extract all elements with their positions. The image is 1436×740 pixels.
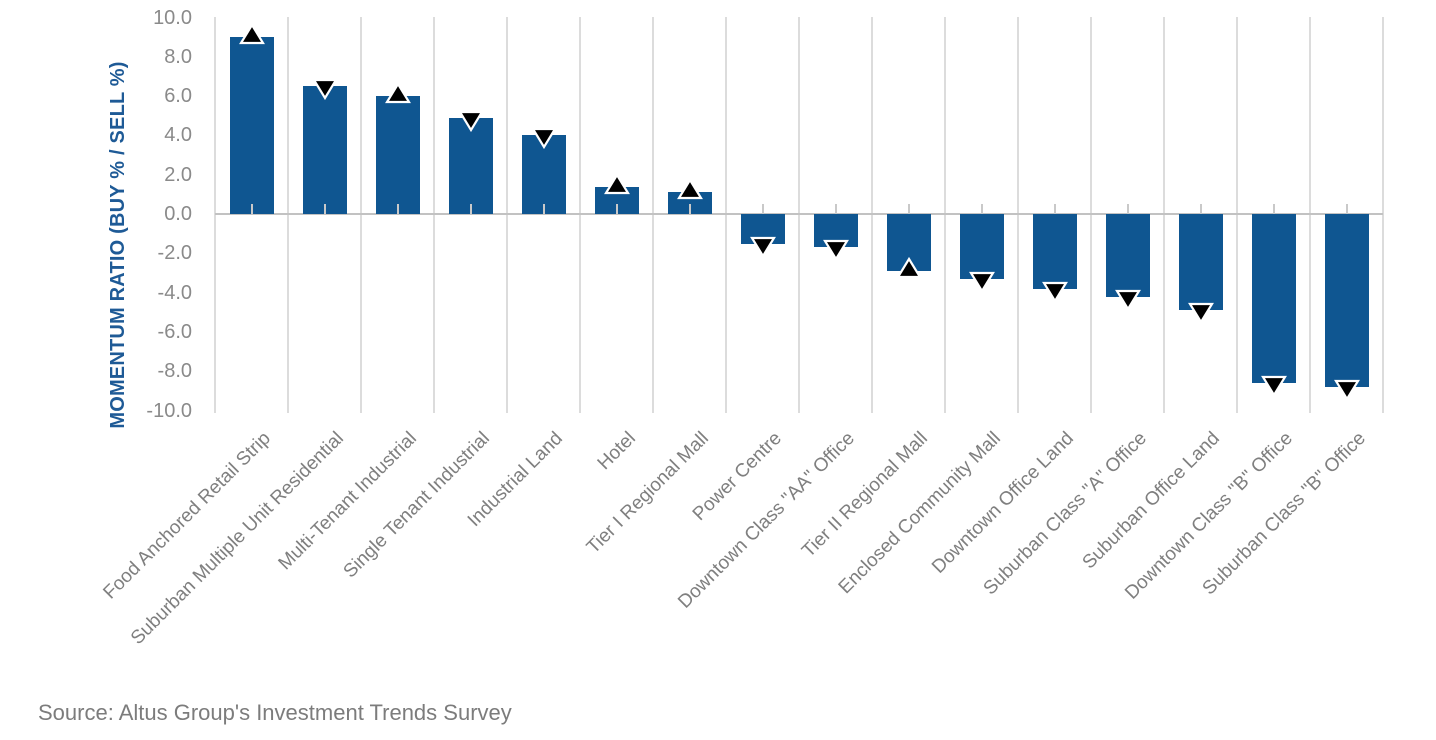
vertical-gridline xyxy=(287,17,289,413)
triangle-down-icon xyxy=(749,236,776,263)
vertical-gridline xyxy=(1090,17,1092,413)
vertical-gridline xyxy=(579,17,581,413)
zero-axis-line xyxy=(215,213,1383,215)
y-axis-tick-label: -10.0 xyxy=(146,399,192,422)
triangle-up-icon xyxy=(676,178,703,205)
triangle-down-icon xyxy=(311,78,338,105)
vertical-gridline xyxy=(652,17,654,413)
category-axis-tick xyxy=(980,204,983,214)
triangle-down-icon xyxy=(968,271,995,298)
vertical-gridline xyxy=(1017,17,1019,413)
triangle-up-icon xyxy=(238,23,265,50)
vertical-gridline xyxy=(360,17,362,413)
category-axis-tick xyxy=(1126,204,1129,214)
category-axis-tick xyxy=(1272,204,1275,214)
category-axis-tick xyxy=(615,204,618,214)
vertical-gridline xyxy=(1382,17,1384,413)
vertical-gridline xyxy=(506,17,508,413)
bar xyxy=(1105,214,1150,297)
category-axis-tick xyxy=(469,204,472,214)
category-axis-tick xyxy=(834,204,837,214)
vertical-gridline xyxy=(871,17,873,413)
bar xyxy=(1032,214,1077,289)
triangle-down-icon xyxy=(1187,302,1214,329)
triangle-down-icon xyxy=(1333,379,1360,406)
triangle-up-icon xyxy=(603,172,630,200)
bar xyxy=(1178,214,1223,311)
category-axis-tick xyxy=(688,204,691,214)
bar xyxy=(448,117,493,214)
category-axis-tick xyxy=(1053,204,1056,214)
bar xyxy=(959,214,1004,279)
triangle-up-icon xyxy=(384,81,411,109)
category-axis-tick xyxy=(396,204,399,214)
vertical-gridline xyxy=(798,17,800,413)
category-axis-tick xyxy=(250,204,253,214)
vertical-gridline xyxy=(214,17,216,413)
category-axis-tick xyxy=(761,204,764,214)
vertical-gridline xyxy=(433,17,435,413)
category-axis-tick xyxy=(1345,204,1348,214)
y-axis-tick-label: 10.0 xyxy=(153,6,192,29)
bar xyxy=(302,86,347,214)
triangle-down-icon xyxy=(1260,375,1287,402)
y-axis-tick-label: -4.0 xyxy=(157,281,192,304)
triangle-up-icon xyxy=(895,256,922,284)
category-axis-tick xyxy=(1199,204,1202,214)
y-axis-tick-label: 0.0 xyxy=(164,203,192,225)
triangle-down-icon xyxy=(822,239,849,266)
vertical-gridline xyxy=(1236,17,1238,413)
bar xyxy=(375,96,420,214)
triangle-down-icon xyxy=(1041,281,1068,308)
y-axis-tick-label: 6.0 xyxy=(164,85,192,108)
y-axis-tick-label: -6.0 xyxy=(157,320,192,343)
triangle-down-icon xyxy=(457,110,484,137)
vertical-gridline xyxy=(944,17,946,413)
category-axis-tick xyxy=(542,204,545,214)
vertical-gridline xyxy=(1163,17,1165,413)
x-axis-label: Food Anchored Retail Strip xyxy=(98,428,275,604)
bar xyxy=(1324,214,1369,387)
bar xyxy=(229,37,274,214)
triangle-down-icon xyxy=(1114,289,1141,316)
triangle-down-icon xyxy=(530,127,557,154)
y-axis-tick-label: 8.0 xyxy=(164,45,192,68)
y-axis-tick-label: 2.0 xyxy=(164,163,192,186)
vertical-gridline xyxy=(1309,17,1311,413)
source-caption: Source: Altus Group's Investment Trends … xyxy=(38,700,512,725)
y-axis-tick-label: -2.0 xyxy=(157,242,192,265)
category-axis-tick xyxy=(907,204,910,214)
bar xyxy=(1251,214,1296,383)
y-axis-tick-label: 4.0 xyxy=(164,124,192,147)
category-axis-tick xyxy=(323,204,326,214)
vertical-gridline xyxy=(725,17,727,413)
y-axis-tick-label: -8.0 xyxy=(157,360,192,383)
